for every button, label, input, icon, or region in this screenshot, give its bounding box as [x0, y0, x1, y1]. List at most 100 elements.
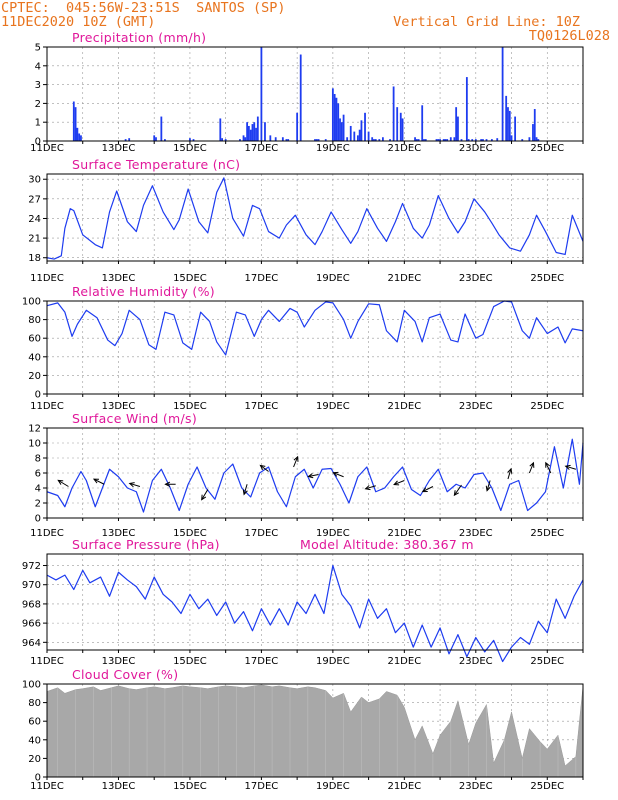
- precipitation-bar: [510, 135, 513, 141]
- y-tick-label: 20: [28, 754, 41, 765]
- precipitation-bar: [189, 138, 191, 141]
- precipitation-bar: [414, 137, 416, 141]
- x-tick-label: 15DEC: [173, 401, 207, 412]
- x-tick-label: 11DEC: [30, 273, 64, 284]
- precipitation-bar: [333, 94, 336, 141]
- precipitation-bar: [264, 122, 266, 141]
- cloud-cover-title: Cloud Cover (%): [72, 667, 178, 682]
- precipitation-bar: [337, 103, 340, 141]
- precipitation-bar: [439, 139, 441, 141]
- precipitation-bar: [535, 137, 538, 141]
- x-tick-label: 13DEC: [102, 401, 136, 412]
- precipitation-bar: [460, 139, 463, 141]
- precipitation-bar: [242, 135, 245, 141]
- precipitation-bar: [485, 139, 488, 141]
- precipitation-bar: [364, 112, 366, 141]
- x-tick-label: 25DEC: [530, 143, 564, 154]
- y-tick-label: 21: [28, 234, 41, 245]
- precipitation-bar: [239, 139, 241, 141]
- plot-frame: [46, 173, 584, 262]
- x-tick-label: 23DEC: [459, 143, 493, 154]
- y-tick-label: 0: [35, 773, 41, 784]
- wind-direction-arrow: [453, 484, 462, 497]
- precipitation-bar: [74, 107, 77, 141]
- x-tick-label: 23DEC: [459, 528, 493, 539]
- x-tick-label: 11DEC: [30, 143, 64, 154]
- precipitation-bar: [269, 135, 272, 141]
- precipitation-bar: [496, 138, 499, 141]
- precipitation-bar: [421, 105, 424, 141]
- wind-direction-arrow: [528, 461, 535, 474]
- precipitation-bar: [528, 137, 531, 141]
- precipitation-bar: [221, 138, 223, 141]
- y-tick-label: 18: [28, 253, 41, 264]
- precipitation-bar: [444, 139, 447, 141]
- y-tick-label: 0: [35, 137, 41, 148]
- precipitation-bar: [507, 107, 509, 141]
- precipitation-bar: [474, 139, 477, 141]
- y-tick-label: 4: [35, 61, 41, 72]
- x-tick-label: 21DEC: [387, 273, 421, 284]
- x-tick-label: 25DEC: [530, 401, 564, 412]
- precipitation-bar: [367, 131, 370, 141]
- x-tick-label: 17DEC: [245, 401, 279, 412]
- y-tick-label: 970: [22, 580, 41, 591]
- precipitation-bar: [80, 135, 82, 141]
- precipitation-bar: [453, 137, 456, 141]
- precipitation-bar: [253, 122, 256, 141]
- wind-direction-arrow: [307, 473, 319, 479]
- x-tick-label: 21DEC: [387, 401, 421, 412]
- y-tick-label: 968: [22, 599, 41, 610]
- x-tick-label: 19DEC: [316, 656, 350, 667]
- wind-title: Surface Wind (m/s): [72, 411, 197, 426]
- precipitation-bar: [299, 54, 302, 141]
- y-tick-label: 10: [28, 439, 41, 450]
- precipitation-bar: [389, 139, 391, 141]
- wind-direction-arrow: [545, 461, 552, 474]
- x-tick-label: 11DEC: [30, 656, 64, 667]
- y-tick-label: 2: [35, 499, 41, 510]
- precipitation-bar: [423, 139, 425, 141]
- x-tick-label: 15DEC: [173, 781, 207, 792]
- wind-direction-arrow: [201, 489, 209, 501]
- cloud-cover-area: [46, 684, 584, 778]
- precipitation-bar: [356, 135, 359, 141]
- y-tick-label: 60: [28, 717, 41, 728]
- precipitation-bar: [76, 127, 79, 141]
- x-tick-label: 21DEC: [387, 781, 421, 792]
- y-tick-label: 966: [22, 619, 41, 630]
- precipitation-bar: [373, 139, 375, 141]
- wind-direction-arrow: [485, 480, 491, 492]
- x-tick-label: 13DEC: [102, 528, 136, 539]
- precipitation-bar: [482, 139, 484, 141]
- y-tick-label: 3: [35, 80, 41, 91]
- temperature-title: Surface Temperature (nC): [72, 157, 240, 172]
- model-altitude-label: Model Altitude: 380.367 m: [300, 537, 474, 552]
- precipitation-bar: [424, 139, 427, 141]
- precipitation-bar: [501, 47, 504, 141]
- precipitation-bar: [537, 139, 540, 141]
- x-tick-label: 25DEC: [530, 273, 564, 284]
- y-tick-label: 60: [28, 334, 41, 345]
- precipitation-bar: [249, 129, 252, 141]
- x-tick-label: 13DEC: [102, 656, 136, 667]
- station-label: CPTEC: 045:56W-23:51S SANTOS (SP): [1, 0, 286, 16]
- precipitation-bar: [467, 139, 470, 141]
- x-tick-label: 21DEC: [387, 528, 421, 539]
- precipitation-bar: [285, 139, 288, 141]
- x-tick-label: 15DEC: [173, 273, 207, 284]
- precipitation-bar: [296, 112, 299, 141]
- x-tick-label: 19DEC: [316, 401, 350, 412]
- y-tick-label: 20: [28, 371, 41, 382]
- precipitation-bar: [465, 77, 468, 141]
- y-tick-label: 40: [28, 735, 41, 746]
- precipitation-bar: [349, 125, 352, 141]
- pressure-panel: 964 966 968 970 972 11DEC 13DEC 15DEC 17DEC 19DEC…: [22, 537, 584, 667]
- x-tick-label: 21DEC: [387, 143, 421, 154]
- precipitation-bar: [153, 135, 156, 141]
- precipitation-bar: [281, 137, 284, 141]
- plot-frame: [46, 683, 584, 778]
- precipitation-bar: [331, 88, 334, 141]
- y-tick-label: 0: [35, 514, 41, 525]
